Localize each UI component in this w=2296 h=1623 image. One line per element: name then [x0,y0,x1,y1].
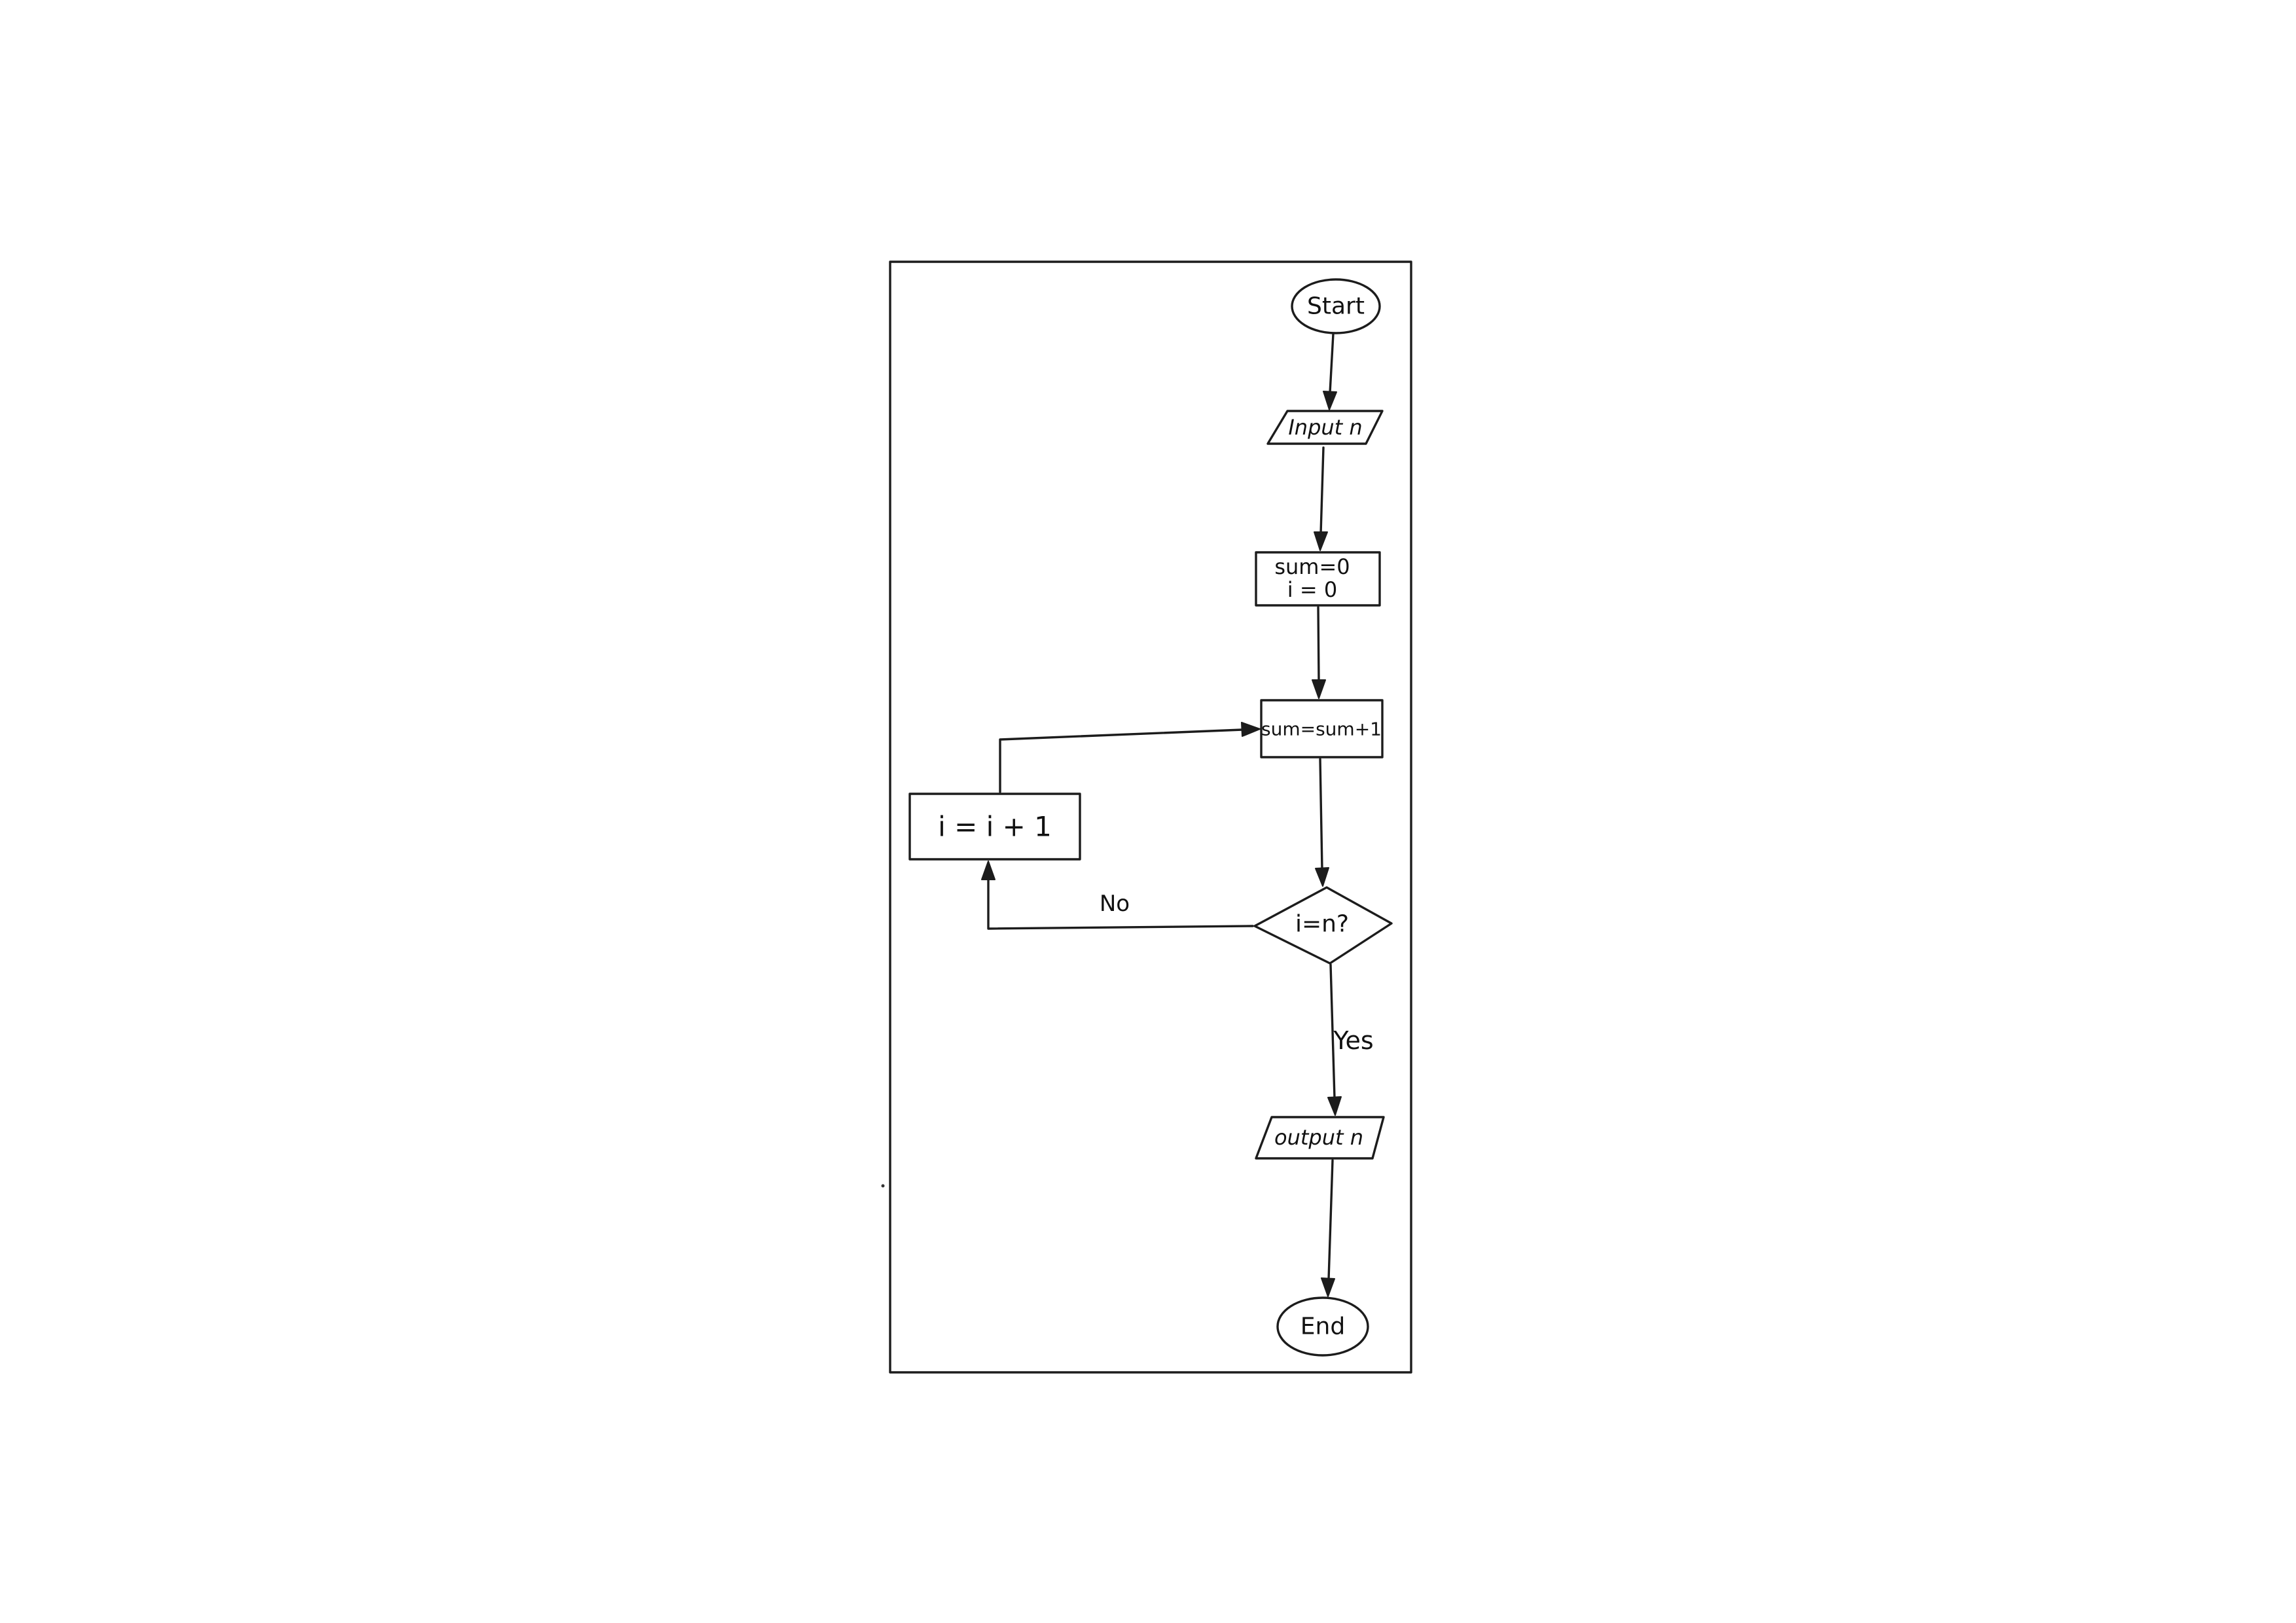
start-label: Start [1307,293,1365,320]
init-label-line2: i = 0 [1287,577,1337,602]
arrow-start-to-input [1323,332,1337,410]
arrow-input-to-init [1314,446,1328,551]
increment-process: i = i + 1 [908,793,1081,861]
arrow-update-sum-to-decision [1315,758,1329,887]
decision-label: i=n? [1295,911,1349,938]
update-sum-process: sum=sum+1 [1260,699,1384,758]
arrow-output-to-end [1321,1159,1335,1297]
input-label: Input n [1288,415,1362,440]
decision-node: i=n? [1253,886,1393,965]
scan-speck [881,1184,885,1188]
update-sum-label: sum=sum+1 [1261,719,1382,740]
edge-label-no: No [1100,891,1130,917]
start-terminal: Start [1291,278,1381,334]
init-label-line1: sum=0 [1274,554,1350,579]
arrow-init-to-update-sum [1312,606,1326,699]
output-label: output n [1274,1125,1363,1150]
end-label: End [1300,1313,1345,1340]
diagram-frame [889,260,1412,1374]
edge-label-yes: Yes [1333,1026,1373,1055]
end-terminal: End [1276,1296,1369,1357]
output-node: output n [1255,1116,1385,1160]
increment-label: i = i + 1 [938,811,1052,843]
input-node: Input n [1266,410,1384,445]
init-process: sum=0 i = 0 [1255,551,1381,607]
arrow-decision-to-increment [981,861,1254,930]
arrow-decision-to-output [1327,963,1342,1116]
arrow-increment-to-update-sum [999,722,1261,793]
